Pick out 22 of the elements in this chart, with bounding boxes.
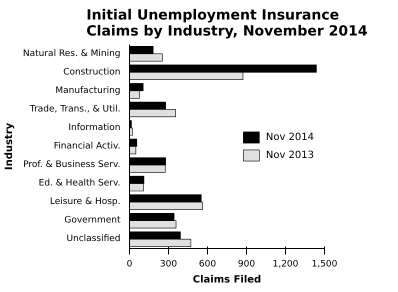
x-tick-label: 600: [198, 260, 216, 270]
y-tick-label: Ed. & Health Serv.: [38, 178, 121, 189]
y-tick-label: Financial Activ.: [54, 142, 121, 152]
y-tick-label: Construction: [63, 67, 121, 78]
legend-label: Nov 2014: [266, 132, 314, 142]
y-tick-label: Trade, Trans., & Util.: [28, 104, 121, 114]
y-tick-label: Leisure & Hosp.: [50, 197, 121, 208]
y-axis-title: Industry: [4, 122, 15, 170]
x-tick-label: 1,200: [272, 260, 299, 270]
x-tick-label: 300: [160, 260, 178, 270]
x-tick-label: 900: [238, 260, 256, 270]
y-tick-label: Government: [64, 216, 121, 226]
y-tick-label: Unclassified: [66, 234, 121, 244]
x-axis-title: Claims Filed: [192, 274, 262, 286]
y-tick-label: Information: [68, 122, 121, 133]
y-tick-label: Natural Res. & Mining: [22, 48, 121, 59]
x-tick-label: 0: [126, 260, 133, 270]
y-tick-label: Prof. & Business Serv.: [23, 160, 121, 170]
legend-label: Nov 2013: [266, 150, 314, 160]
chart-title: Initial Unemployment Insurance Claims by Industry, November 2014: [86, 8, 368, 40]
y-tick-label: Manufacturing: [55, 86, 120, 96]
x-tick-label: 1,500: [312, 260, 338, 270]
